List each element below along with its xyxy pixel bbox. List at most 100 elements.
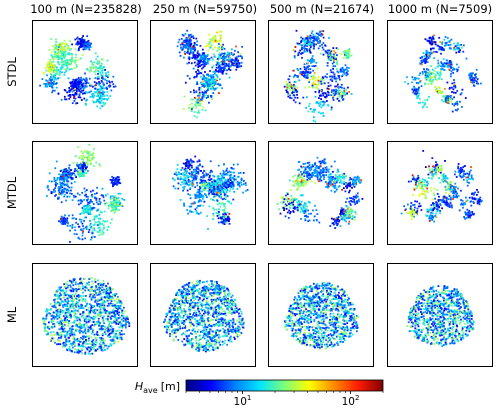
scatter-point	[88, 43, 91, 45]
scatter-point	[93, 81, 96, 83]
scatter-point	[95, 91, 97, 94]
scatter-point	[346, 216, 348, 219]
scatter-point	[65, 49, 68, 52]
scatter-point	[221, 174, 223, 177]
scatter-point	[195, 210, 198, 212]
scatter-point	[306, 171, 308, 174]
scatter-point	[71, 56, 73, 59]
scatter-point	[59, 183, 62, 186]
scatter-point	[85, 82, 87, 85]
scatter-point	[189, 197, 192, 200]
scatter-point	[343, 92, 346, 95]
scatter-point	[322, 167, 324, 170]
scatter-point	[185, 172, 188, 175]
scatter-point	[87, 213, 90, 215]
scatter-point	[219, 215, 222, 218]
scatter-point	[81, 54, 84, 56]
scatter-point	[313, 72, 316, 74]
scatter-point	[77, 172, 80, 175]
scatter-point	[197, 101, 200, 104]
scatter-point	[330, 56, 333, 59]
scatter-point	[87, 153, 90, 156]
scatter-point	[322, 42, 325, 44]
scatter-point	[326, 76, 328, 79]
scatter-point	[210, 182, 213, 185]
scatter-point	[327, 58, 330, 61]
scatter-point	[109, 205, 111, 207]
scatter-point	[329, 75, 331, 78]
scatter-point	[98, 81, 100, 83]
scatter-point	[115, 201, 118, 204]
scatter-point	[438, 90, 440, 93]
scatter-point	[218, 214, 221, 216]
scatter-point	[206, 182, 209, 184]
scatter-point	[190, 205, 193, 208]
scatter-point	[186, 189, 189, 192]
scatter-point	[309, 71, 312, 74]
scatter-point	[51, 51, 53, 54]
scatter-point	[308, 78, 311, 81]
scatter-point	[84, 85, 87, 87]
scatter-point	[84, 216, 86, 219]
scatter-point	[292, 69, 295, 72]
scatter-point	[99, 85, 102, 88]
scatter-point	[300, 36, 302, 39]
scatter-point	[47, 70, 50, 72]
scatter-point	[447, 44, 450, 46]
scatter-point	[475, 73, 477, 75]
scatter-point	[225, 173, 228, 175]
scatter-point	[86, 91, 89, 94]
scatter-point	[63, 172, 66, 175]
scatter-point	[58, 57, 61, 59]
scatter-point	[92, 67, 95, 69]
scatter-point	[343, 51, 346, 54]
scatter-point	[55, 68, 58, 71]
scatter-point	[45, 84, 47, 86]
scatter-point	[55, 181, 57, 184]
scatter-point	[332, 61, 335, 64]
scatter-point	[218, 62, 220, 65]
scatter-point	[214, 83, 217, 85]
scatter-point	[326, 87, 329, 90]
scatter-point	[307, 209, 309, 212]
scatter-point	[186, 183, 189, 186]
scatter-point	[212, 48, 214, 51]
scatter-point	[305, 48, 308, 50]
scatter-point	[88, 202, 91, 205]
scatter-point	[221, 176, 224, 178]
scatter-point	[344, 64, 347, 67]
scatter-point	[181, 33, 184, 36]
scatter-point	[214, 46, 216, 49]
scatter-point	[327, 91, 330, 94]
scatter-point	[58, 191, 61, 194]
scatter-point	[89, 199, 92, 201]
scatter-point	[322, 100, 325, 103]
scatter-point	[182, 174, 185, 177]
scatter-point	[213, 82, 215, 84]
scatter-point	[111, 195, 114, 197]
scatter-point	[86, 164, 89, 167]
col-title-0: 100 m (N=235828)	[30, 2, 142, 16]
scatter-point	[112, 200, 115, 203]
scatter-point	[65, 184, 68, 187]
scatter-point	[348, 220, 351, 223]
scatter-point	[70, 189, 72, 192]
scatter-point	[205, 94, 207, 97]
scatter-point	[62, 60, 65, 63]
scatter-point	[223, 176, 225, 179]
scatter-point	[82, 89, 85, 92]
scatter-point	[101, 91, 103, 94]
scatter-point	[245, 190, 247, 192]
scatter-point	[210, 77, 213, 80]
scatter-point	[320, 98, 322, 100]
scatter-point	[225, 62, 228, 65]
scatter-point	[89, 222, 92, 225]
scatter-point	[83, 171, 86, 174]
scatter-point	[212, 207, 214, 209]
scatter-point	[283, 207, 286, 210]
scatter-point	[431, 47, 434, 50]
scatter-point	[342, 51, 345, 53]
scatter-point	[424, 99, 426, 102]
scatter-point	[320, 34, 322, 37]
scatter-point	[319, 100, 322, 103]
